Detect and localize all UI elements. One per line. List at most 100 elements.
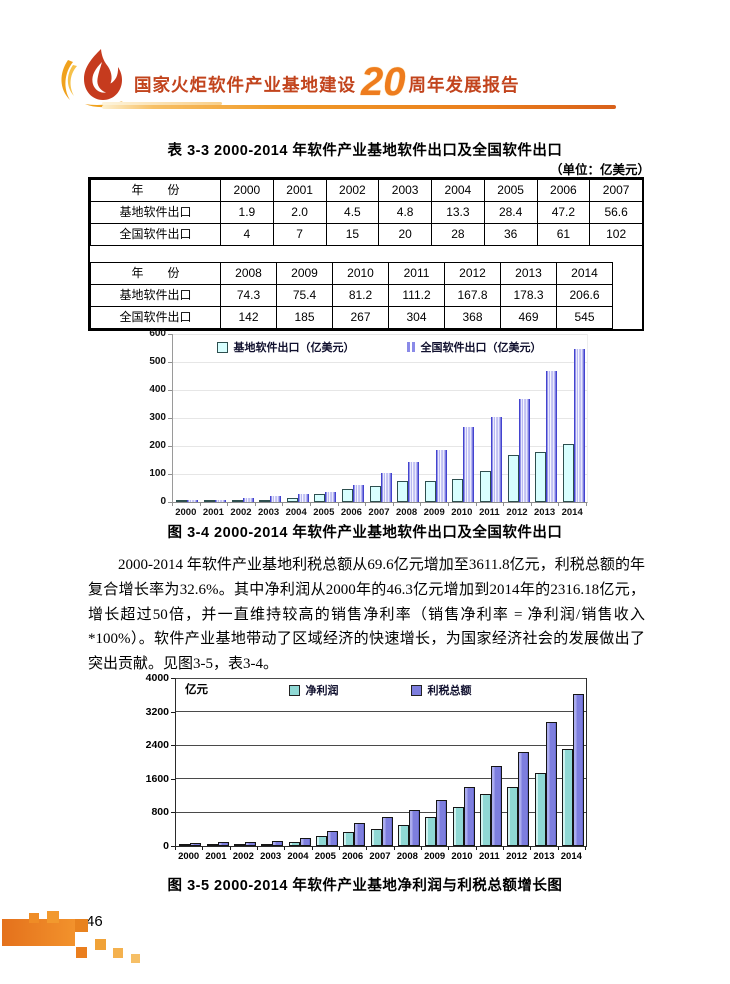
footer-pixel-square — [131, 954, 140, 963]
bar-c2-series1 — [397, 825, 409, 846]
report-title: 国家火炬软件产业基地建设 20 周年发展报告 — [134, 60, 520, 106]
gridline — [173, 333, 587, 335]
x-tick-label: 2000 — [178, 851, 200, 862]
y-tick-label: 0 — [163, 840, 169, 852]
table-cell: 2009 — [276, 262, 333, 285]
x-tick-label: 2008 — [396, 851, 418, 862]
table-cell: 20 — [378, 223, 432, 246]
footer-pixel-square — [29, 913, 39, 923]
bar-c2-series1 — [534, 772, 546, 846]
gridline — [173, 473, 587, 475]
x-tick-label: 2003 — [260, 851, 282, 862]
table-cell: 28.4 — [483, 201, 538, 224]
figure-3-4-chart: 基地软件出口（亿美元） 全国软件出口（亿美元） 0 100 200 300 400 500… — [140, 328, 612, 521]
gridline — [176, 677, 586, 679]
chart2-y-axis-unit: 亿元 — [185, 684, 208, 696]
x-tick-label: 2009 — [423, 507, 445, 518]
gridline — [173, 361, 587, 363]
x-tick-mark — [530, 503, 532, 506]
chart2-legend: 净利润 利税总额 — [175, 682, 585, 698]
y-tick-label: 4000 — [145, 672, 169, 684]
bar-c1-series1 — [341, 488, 353, 502]
gridline — [173, 417, 587, 419]
export-table: 年 份 2000 2001 2002 2003 2004 2005 2006 2007 基地软件出… — [88, 177, 644, 331]
figure-3-5-caption: 图 3-5 2000-2014 年软件产业基地净利润与利税总额增长图 — [167, 878, 563, 894]
bar-c1-series1 — [535, 452, 547, 502]
bar-c2-series1 — [288, 842, 300, 846]
x-tick-label: 2001 — [202, 507, 224, 518]
y-tick-mark — [171, 745, 175, 747]
x-tick-mark — [202, 847, 204, 850]
table-cell: 4.5 — [325, 201, 380, 224]
report-title-right: 周年发展报告 — [408, 74, 520, 95]
x-tick-mark — [586, 503, 587, 506]
table-cell: 7 — [272, 223, 327, 246]
x-tick-mark — [475, 503, 477, 506]
table-title: 表 3-3 2000-2014 年软件产业基地软件出口及全国软件出口 — [167, 143, 563, 159]
bar-c1-series2 — [435, 450, 447, 502]
y-tick-mark — [168, 418, 172, 419]
x-tick-label: 2014 — [561, 507, 583, 518]
bar-c2-series1 — [179, 844, 191, 846]
table-cell: 4.8 — [378, 201, 432, 224]
x-tick-mark — [199, 503, 201, 506]
x-tick-label: 2002 — [232, 851, 254, 862]
chart2-plot-area — [175, 677, 587, 847]
bar-c1-series2 — [297, 494, 309, 502]
bar-c1-series1 — [176, 500, 188, 502]
table-cell: 2006 — [536, 179, 591, 202]
table-cell: 2002 — [325, 179, 380, 202]
bar-c1-series1 — [286, 498, 298, 502]
x-tick-mark — [284, 847, 286, 850]
table-cell: 304 — [388, 306, 445, 329]
x-tick-mark — [310, 503, 311, 506]
bar-c1-series2 — [491, 416, 502, 502]
footer-pixel-square — [95, 939, 106, 950]
bar-c2-series2 — [326, 831, 338, 846]
bar-c1-series1 — [259, 500, 271, 502]
figure-3-4-caption: 图 3-4 2000-2014 年软件产业基地软件出口及全国软件出口 — [167, 525, 563, 541]
y-tick-label: 100 — [149, 468, 166, 479]
table-cell: 28 — [431, 223, 485, 246]
y-tick-mark — [171, 678, 175, 679]
table-cell: 206.6 — [556, 284, 613, 307]
y-tick-mark — [168, 334, 172, 335]
bar-c2-series1 — [206, 843, 218, 846]
bar-c1-series2 — [380, 473, 392, 502]
table-cell: 75.4 — [276, 284, 333, 307]
bar-c1-series2 — [270, 496, 282, 502]
x-tick-mark — [475, 847, 477, 850]
gridline — [173, 445, 587, 447]
table-cell: 全国软件出口 — [90, 223, 221, 246]
x-tick-label: 2003 — [258, 507, 280, 518]
x-tick-label: 2006 — [340, 507, 362, 518]
table-cell: 142 — [220, 306, 277, 329]
legend-label: 全国软件出口（亿美元） — [420, 342, 542, 354]
x-tick-mark — [448, 847, 450, 850]
x-tick-label: 2012 — [506, 507, 528, 518]
x-tick-mark — [503, 847, 504, 850]
table-cell: 全国软件出口 — [90, 306, 221, 329]
bar-c2-series2 — [572, 694, 584, 846]
footer-pixel-square — [76, 947, 87, 958]
table-cell: 56.6 — [589, 201, 643, 224]
table-cell: 469 — [500, 306, 557, 329]
table-empty-cell — [612, 262, 643, 329]
national-export-legend-marker-icon — [406, 342, 415, 352]
table-cell: 74.3 — [220, 284, 277, 307]
bar-c2-series2 — [272, 841, 284, 846]
bar-c1-series1 — [507, 455, 519, 502]
table-cell: 年 份 — [90, 262, 221, 285]
bar-c2-series2 — [381, 817, 393, 846]
table-cell: 102 — [589, 223, 643, 246]
table-cell: 基地软件出口 — [90, 284, 221, 307]
x-tick-mark — [420, 503, 422, 506]
legend-item-total-tax-profit: 利税总额 — [410, 682, 472, 698]
net-profit-legend-marker-icon — [288, 684, 300, 696]
x-tick-label: 2008 — [396, 507, 418, 518]
legend-label: 净利润 — [305, 685, 339, 697]
table-cell: 2.0 — [272, 201, 327, 224]
table-cell: 545 — [556, 306, 613, 329]
x-tick-mark — [557, 847, 559, 850]
x-tick-label: 2013 — [534, 507, 556, 518]
